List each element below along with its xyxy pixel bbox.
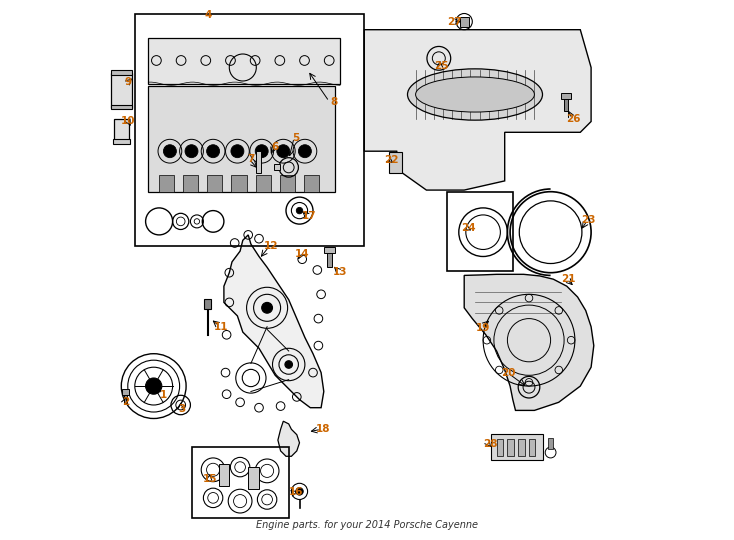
Bar	[564, 97, 568, 111]
Text: 7: 7	[247, 154, 255, 164]
Bar	[327, 251, 332, 267]
Circle shape	[255, 145, 268, 158]
Text: 4: 4	[204, 10, 211, 20]
Text: 2: 2	[122, 397, 129, 407]
Bar	[518, 439, 525, 456]
Polygon shape	[464, 274, 594, 410]
Bar	[124, 392, 127, 403]
Bar	[248, 467, 259, 489]
Text: 27: 27	[447, 17, 462, 26]
Polygon shape	[364, 30, 591, 190]
Circle shape	[164, 145, 176, 158]
Text: 24: 24	[461, 224, 476, 233]
Bar	[562, 93, 571, 99]
Bar	[219, 464, 229, 486]
Polygon shape	[224, 235, 324, 408]
Text: 10: 10	[121, 117, 136, 126]
Bar	[324, 247, 335, 253]
Bar	[274, 164, 280, 170]
Text: 25: 25	[435, 61, 448, 71]
Text: 22: 22	[384, 156, 399, 165]
Circle shape	[262, 302, 272, 313]
Bar	[183, 176, 198, 192]
Text: 12: 12	[264, 241, 278, 251]
Bar	[192, 447, 288, 518]
Text: 13: 13	[333, 267, 347, 276]
Text: 23: 23	[581, 215, 596, 225]
Bar	[388, 152, 402, 173]
Text: 11: 11	[214, 322, 228, 332]
Bar	[497, 439, 503, 456]
Text: 26: 26	[567, 114, 581, 124]
Circle shape	[285, 361, 292, 368]
Circle shape	[231, 145, 244, 158]
Bar	[159, 176, 174, 192]
Text: 15: 15	[203, 474, 218, 484]
Circle shape	[299, 145, 311, 158]
Ellipse shape	[407, 69, 542, 120]
Bar	[122, 389, 129, 395]
Bar	[305, 176, 319, 192]
Bar	[548, 438, 553, 449]
Bar	[135, 14, 364, 246]
Circle shape	[206, 145, 219, 158]
Text: 8: 8	[330, 97, 337, 106]
Bar	[447, 192, 513, 271]
Bar	[207, 176, 222, 192]
Text: 17: 17	[302, 211, 316, 221]
Text: 6: 6	[272, 143, 279, 152]
Text: 19: 19	[476, 323, 490, 333]
Bar	[115, 119, 129, 143]
Text: 1: 1	[160, 390, 167, 400]
Bar	[529, 439, 536, 456]
Bar	[280, 176, 295, 192]
Circle shape	[185, 145, 198, 158]
Text: 5: 5	[292, 133, 299, 143]
Bar	[507, 439, 514, 456]
Polygon shape	[278, 421, 299, 456]
Bar	[460, 17, 468, 27]
Bar	[148, 38, 340, 84]
Text: 28: 28	[483, 439, 498, 449]
Bar	[255, 176, 271, 192]
Bar	[204, 299, 211, 309]
Bar	[491, 434, 542, 460]
Circle shape	[296, 488, 303, 495]
Text: 14: 14	[295, 249, 310, 259]
Circle shape	[277, 145, 290, 158]
Bar	[111, 70, 132, 75]
Circle shape	[145, 378, 161, 394]
Text: 21: 21	[562, 274, 575, 284]
Text: 3: 3	[178, 404, 186, 414]
Bar	[113, 139, 131, 144]
Bar	[111, 105, 132, 109]
Text: 16: 16	[288, 488, 303, 497]
Text: 18: 18	[316, 424, 330, 434]
Ellipse shape	[415, 77, 534, 112]
Circle shape	[297, 207, 302, 214]
Text: 20: 20	[501, 368, 516, 377]
Bar	[231, 176, 247, 192]
Text: 9: 9	[125, 77, 132, 87]
Bar	[256, 151, 261, 173]
Bar	[111, 73, 132, 108]
Bar	[148, 86, 335, 192]
Text: Engine parts. for your 2014 Porsche Cayenne: Engine parts. for your 2014 Porsche Caye…	[256, 520, 478, 530]
